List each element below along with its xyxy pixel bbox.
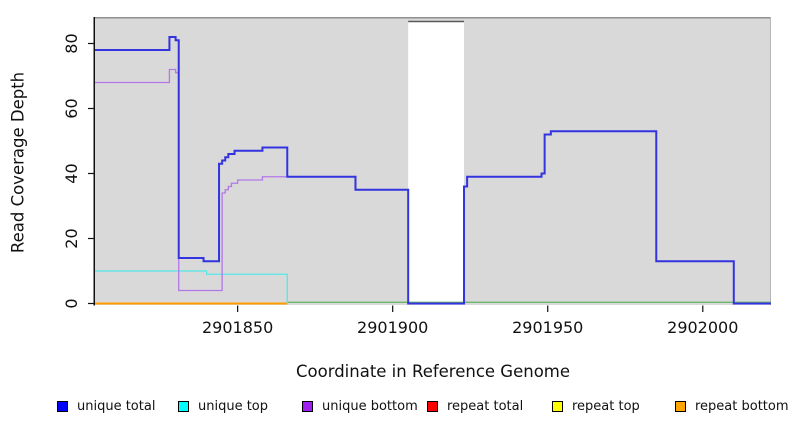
- legend-item-repeat-bottom: repeat bottom: [675, 397, 789, 415]
- legend-item-unique-top: unique top: [178, 397, 268, 415]
- coverage-plot-canvas: 2901850 2901900 2901950 2902000 0 20 40 60 80: [62, 17, 771, 337]
- legend-label: unique total: [77, 398, 156, 414]
- series-unique-top-line: [95, 270, 288, 304]
- x-axis-tick-label: 2901850: [202, 318, 273, 337]
- legend-swatch-unique-top: [178, 400, 189, 412]
- legend-label: unique bottom: [322, 398, 418, 414]
- y-axis-tick-label: 40: [62, 163, 81, 183]
- legend-swatch-repeat-bottom: [675, 400, 686, 412]
- legend-swatch-repeat-top: [552, 400, 563, 412]
- legend-item-unique-bottom: unique bottom: [302, 397, 418, 415]
- legend-label: repeat top: [572, 398, 640, 414]
- legend-swatch-unique-bottom: [302, 400, 313, 412]
- legend-item-repeat-top: repeat top: [552, 397, 640, 415]
- x-axis-tick-label: 2902000: [667, 318, 738, 337]
- legend-label: unique top: [198, 398, 269, 414]
- x-axis-tick-label: 2901950: [512, 318, 583, 337]
- y-axis-title: Read Coverage Depth: [8, 71, 28, 254]
- y-axis-tick-label: 60: [62, 98, 81, 118]
- y-axis-tick-label: 0: [62, 298, 81, 308]
- legend-item-repeat-total: repeat total: [427, 397, 523, 415]
- legend-label: repeat total: [447, 398, 524, 414]
- chart-legend: unique total unique top unique bottom repea…: [0, 397, 792, 419]
- y-axis-tick-label: 20: [62, 228, 81, 248]
- y-axis-tick-label: 80: [62, 33, 81, 53]
- legend-swatch-repeat-total: [427, 400, 438, 412]
- x-axis-title: Coordinate in Reference Genome: [295, 362, 571, 381]
- x-axis-tick-label: 2901900: [357, 318, 428, 337]
- legend-label: repeat bottom: [695, 398, 789, 414]
- series-unique-total-line: [95, 36, 771, 305]
- legend-item-unique-total: unique total: [57, 397, 155, 415]
- gap-region: [408, 21, 465, 304]
- legend-swatch-unique-total: [57, 400, 68, 412]
